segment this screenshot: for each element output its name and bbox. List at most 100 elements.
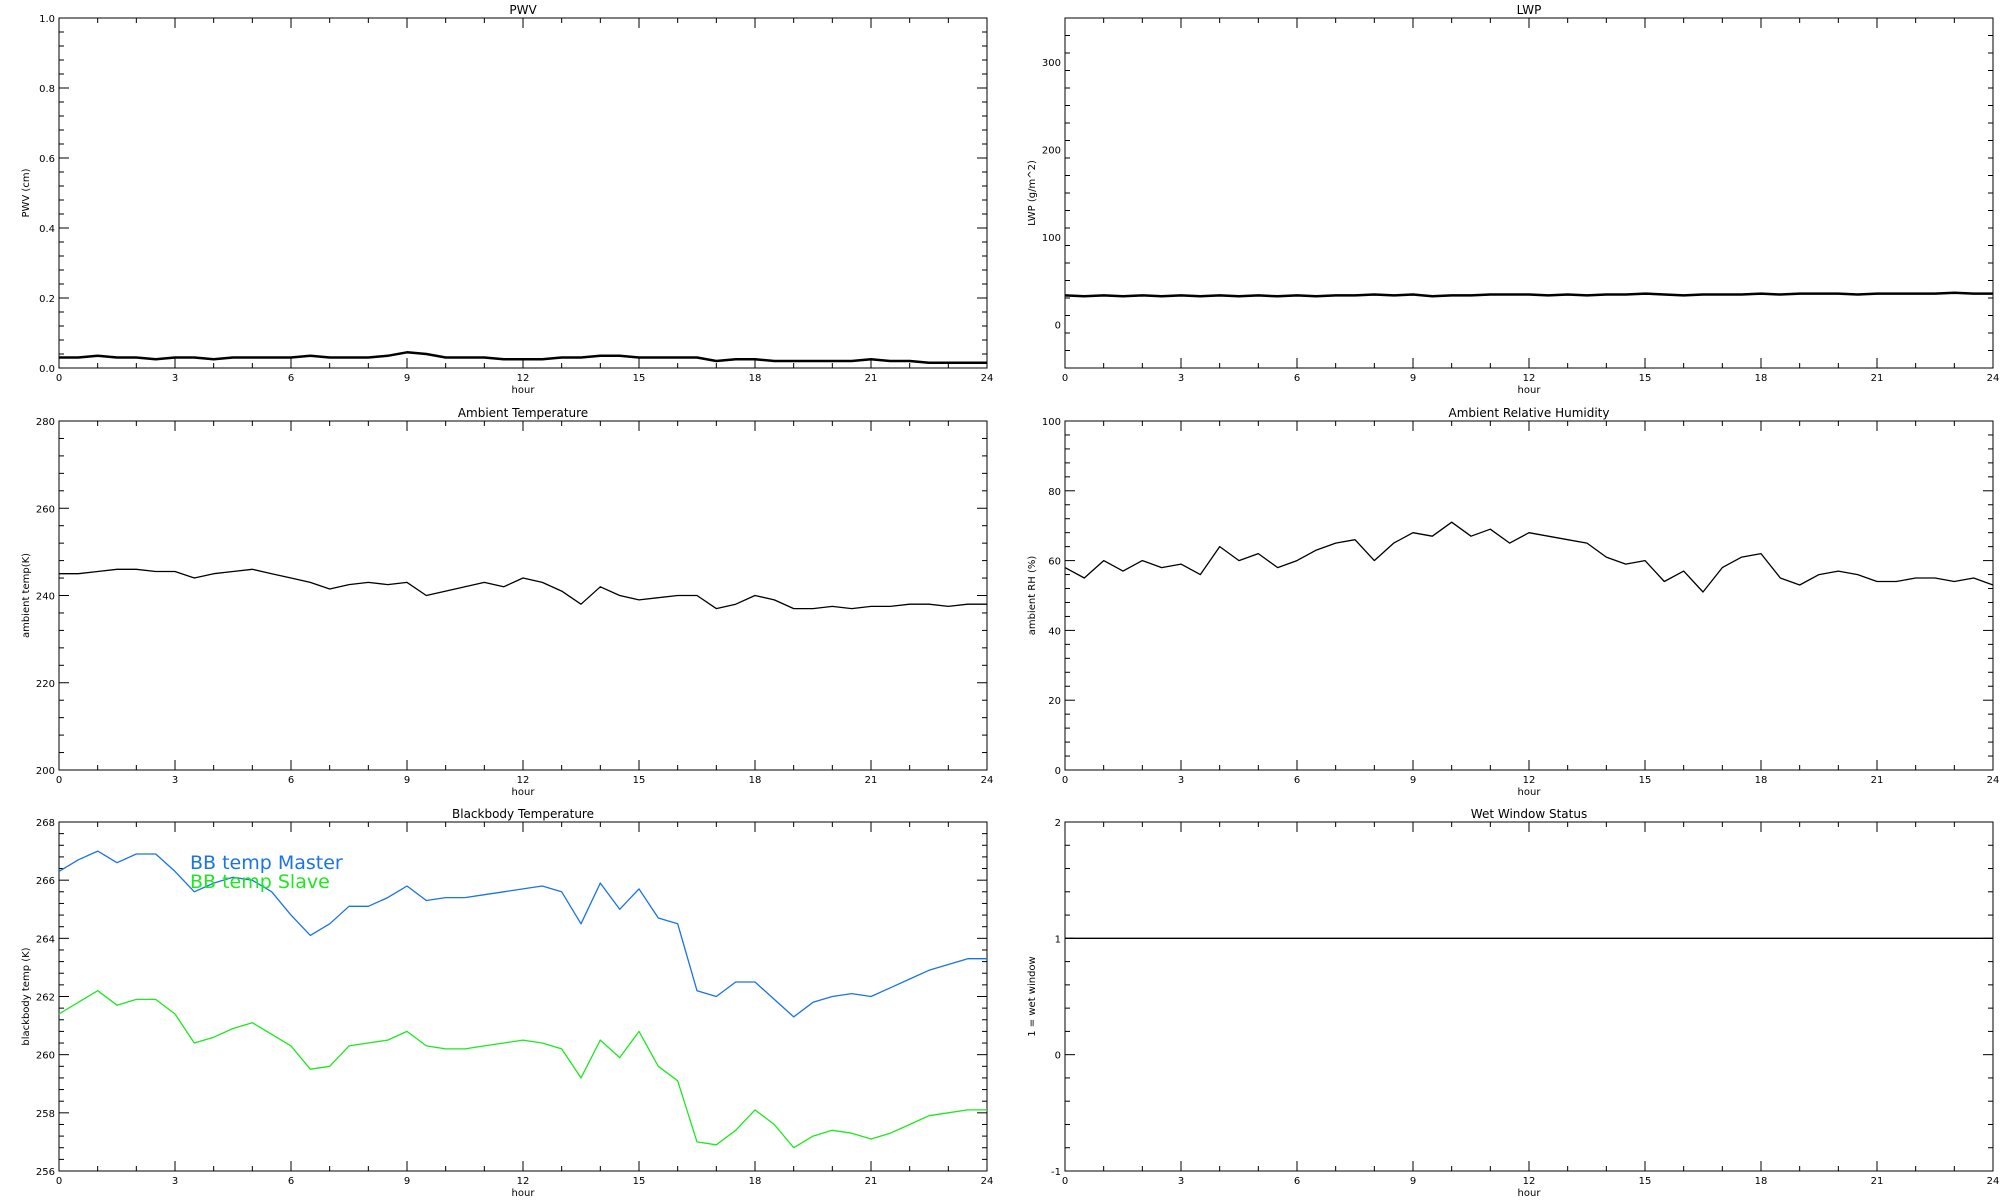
x-tick-label: 3 [172,775,178,786]
y-tick-label: 256 [36,1167,55,1178]
chart-title: PWV [509,3,537,17]
y-axis-label: blackbody temp (K) [21,947,32,1045]
y-axis-label: 1 = wet window [1027,956,1038,1036]
x-tick-label: 15 [1639,1176,1652,1187]
series-line-0 [59,568,987,610]
y-tick-label: 60 [1048,557,1061,568]
x-tick-label: 21 [1871,775,1884,786]
chart-panel: Blackbody Temperature 0 3 6 9 12 15 18 21 24 256 25… [21,807,993,1199]
x-tick-label: 3 [1178,373,1184,384]
series-line-0 [58,850,987,1018]
x-tick-label: 12 [1523,1176,1536,1187]
chart-title: Ambient Relative Humidity [1449,406,1610,420]
y-tick-label: 262 [36,993,55,1004]
y-tick-label: 0.2 [39,294,55,305]
chart-title: Ambient Temperature [458,406,588,420]
x-tick-label: 21 [865,1176,878,1187]
x-tick-label: 6 [1294,775,1300,786]
legend-entry: BB temp Master [190,852,343,874]
x-tick-label: 24 [1987,373,2000,384]
y-tick-label: 200 [36,766,55,777]
y-tick-label: 258 [36,1109,55,1120]
series-line-1 [58,990,987,1149]
x-tick-label: 6 [288,1176,294,1187]
x-tick-label: 15 [633,373,646,384]
y-tick-label: 2 [1055,818,1061,829]
x-axis-label: hour [512,1188,536,1199]
x-tick-label: 0 [56,1176,62,1187]
chart-panel: PWV 0 3 6 9 12 15 18 21 24 0.0 0.2 0.4 0.6 0.8 1.0 hour P… [21,3,993,396]
x-tick-label: 3 [172,1176,178,1187]
y-tick-label: 300 [1042,58,1061,69]
chart-title: Blackbody Temperature [452,807,594,821]
chart-panel: Ambient Temperature 0 3 6 9 12 15 18 21 24 200 220 2… [21,406,993,798]
y-tick-label: 260 [36,1051,55,1062]
x-tick-label: 18 [1755,1176,1768,1187]
y-tick-label: 268 [36,818,55,829]
x-tick-label: 3 [1178,775,1184,786]
x-tick-label: 21 [1871,373,1884,384]
x-axis-label: hour [1518,1188,1542,1199]
x-axis-label: hour [512,787,536,798]
x-tick-label: 12 [517,775,530,786]
y-axis-label: ambient temp(K) [21,553,32,638]
x-tick-label: 15 [1639,775,1652,786]
x-tick-label: 3 [1178,1176,1184,1187]
x-tick-label: 6 [1294,373,1300,384]
x-tick-label: 21 [1871,1176,1884,1187]
x-tick-label: 12 [1523,373,1536,384]
plot-frame [1064,420,1994,771]
y-tick-label: 220 [36,679,55,690]
y-tick-label: 100 [1042,233,1061,244]
x-axis-label: hour [1518,385,1542,396]
x-tick-label: 9 [404,1176,410,1187]
x-tick-label: 6 [288,373,294,384]
x-tick-label: 0 [1062,775,1068,786]
y-tick-label: 266 [36,876,55,887]
x-axis-label: hour [1518,787,1542,798]
x-tick-label: 9 [1410,373,1416,384]
y-tick-label: 280 [36,417,55,428]
plot-frame [58,17,988,369]
x-tick-label: 9 [404,373,410,384]
x-tick-label: 6 [288,775,294,786]
x-tick-label: 18 [749,373,762,384]
plot-frame [58,420,988,771]
y-tick-label: 0 [1055,320,1061,331]
y-tick-label: 240 [36,592,55,603]
y-tick-label: -1 [1051,1167,1061,1178]
y-axis-label: ambient RH (%) [1027,556,1038,636]
x-tick-label: 24 [981,1176,994,1187]
x-tick-label: 24 [1987,1176,2000,1187]
x-tick-label: 3 [172,373,178,384]
chart-panel: Ambient Relative Humidity 0 3 6 9 12 15 18 21 24 0… [1027,406,1999,798]
y-tick-label: 0.8 [39,84,55,95]
x-axis-label: hour [512,385,536,396]
chart-panel: LWP 0 3 6 9 12 15 18 21 24 0 100 200 300 hour LWP (g/m^… [1027,3,1999,396]
x-tick-label: 0 [1062,1176,1068,1187]
x-tick-label: 0 [1062,373,1068,384]
x-tick-label: 9 [1410,775,1416,786]
x-tick-label: 24 [1987,775,2000,786]
x-tick-label: 15 [1639,373,1652,384]
x-tick-label: 18 [749,1176,762,1187]
y-tick-label: 0.6 [39,154,55,165]
x-tick-label: 18 [749,775,762,786]
x-tick-label: 12 [517,1176,530,1187]
y-tick-label: 1.0 [39,14,55,25]
x-tick-label: 6 [1294,1176,1300,1187]
x-tick-label: 15 [633,775,646,786]
x-tick-label: 24 [981,373,994,384]
x-tick-label: 0 [56,373,62,384]
x-tick-label: 9 [404,775,410,786]
y-tick-label: 200 [1042,145,1061,156]
y-tick-label: 80 [1048,487,1061,498]
x-tick-label: 24 [981,775,994,786]
plot-frame [1064,17,1994,369]
y-tick-label: 0 [1055,766,1061,777]
y-tick-label: 100 [1042,417,1061,428]
y-tick-label: 260 [36,504,55,515]
x-tick-label: 9 [1410,1176,1416,1187]
